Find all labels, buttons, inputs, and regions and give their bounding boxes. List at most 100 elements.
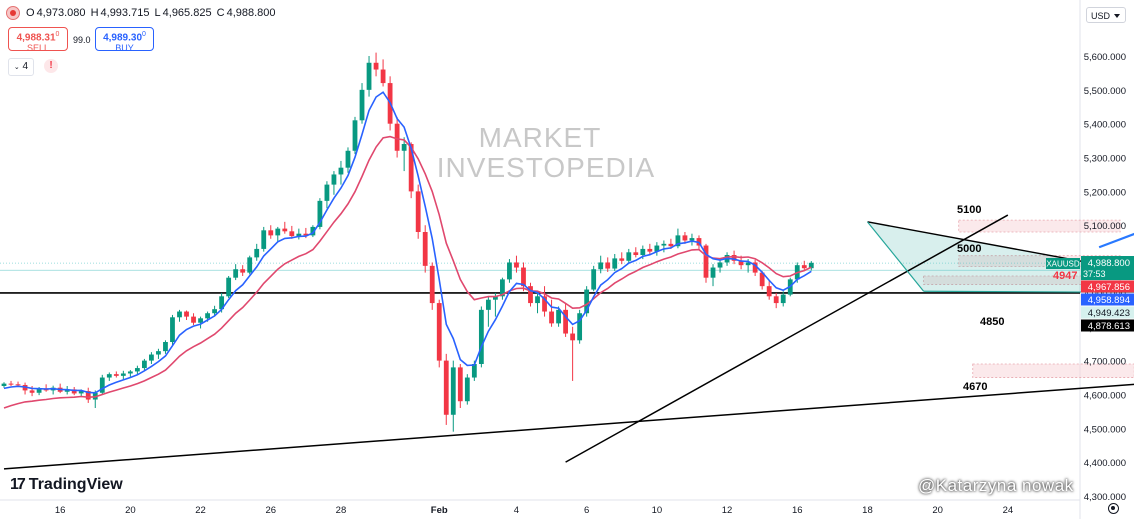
tradingview-brand: TradingView: [28, 476, 123, 493]
sell-button[interactable]: 4,988.310 SELL: [8, 27, 68, 54]
candle-body: [464, 377, 470, 402]
candle-body: [373, 62, 379, 70]
zone-price-label-bg: [1081, 306, 1134, 319]
candle-body: [752, 262, 758, 273]
candle-body: [710, 267, 716, 278]
indicators-toggle[interactable]: ⌄ 4: [8, 58, 34, 76]
candle-body: [563, 309, 568, 334]
projection-arrow: [1098, 232, 1134, 249]
candle-body: [542, 296, 547, 312]
candle-body: [654, 245, 660, 252]
currency-select[interactable]: USD: [1086, 7, 1126, 23]
candle-body: [324, 184, 330, 201]
candle-body: [142, 360, 147, 369]
candle-body: [689, 238, 695, 241]
x-tick-label: 16: [792, 505, 803, 516]
last-price-label: 4,988.800: [1088, 258, 1130, 269]
candle-body: [801, 265, 807, 269]
buy-button[interactable]: 4,989.300 BUY: [95, 27, 154, 54]
spread-value: 99.0: [73, 35, 91, 45]
warning-icon[interactable]: !: [44, 59, 58, 73]
candle-body: [549, 311, 554, 324]
candle-body: [443, 360, 449, 415]
candle-body: [345, 150, 351, 168]
candle-body: [766, 286, 772, 297]
zone-price-label: 4,949.423: [1088, 308, 1130, 319]
x-tick-label: 24: [1003, 505, 1014, 516]
candle-body: [1, 383, 7, 386]
support-price-label: 4,878.613: [1088, 321, 1130, 332]
candle-body: [514, 262, 519, 268]
buy-price-sup: 0: [142, 31, 146, 38]
candle-body: [261, 230, 267, 249]
y-tick-label: 5,500.000: [1084, 86, 1126, 97]
ema-fast-price-label: 4,958.894: [1088, 295, 1130, 306]
candle-body: [170, 317, 175, 342]
candle-body: [633, 252, 639, 256]
candle-body: [493, 296, 498, 300]
x-tick-label: 22: [195, 505, 206, 516]
currency-label: USD: [1091, 11, 1111, 21]
buy-price: 4,989.30: [103, 32, 143, 44]
candle-body: [450, 367, 456, 415]
ohlc-readout: O 4,973.080 H 4,993.715 L 4,965.825 C 4,988.…: [26, 7, 278, 19]
sell-label: SELL: [26, 43, 50, 54]
candle-body: [254, 248, 260, 258]
sell-price: 4,988.31: [16, 32, 56, 44]
candle-body: [703, 245, 709, 278]
candle-body: [275, 228, 281, 236]
candle-body: [240, 269, 246, 273]
candle-body: [436, 303, 442, 361]
candle-body: [233, 269, 239, 278]
candle-body: [331, 174, 337, 185]
candle-body: [675, 235, 681, 247]
y-tick-label: 4,400.000: [1084, 458, 1126, 469]
candle-body: [745, 262, 751, 266]
candle-body: [408, 144, 414, 192]
candle-body: [584, 289, 590, 314]
supply-demand-zone: [958, 255, 1121, 267]
candle-body: [521, 267, 526, 287]
ohlc-high-value: 4,993.715: [100, 7, 150, 19]
candle-body: [106, 374, 112, 378]
candle-body: [8, 383, 14, 385]
candle-body: [759, 272, 765, 287]
tradingview-mark-icon: 17: [10, 476, 26, 493]
ohlc-low-key: L: [154, 7, 161, 19]
candle-body: [359, 89, 365, 121]
y-tick-label: 4,700.000: [1084, 357, 1126, 368]
settings-icon[interactable]: [1108, 503, 1119, 514]
x-tick-label: 6: [584, 505, 589, 516]
ohlc-open-value: 4,973.080: [36, 7, 86, 19]
y-tick-label: 5,200.000: [1084, 187, 1126, 198]
x-tick-label: 16: [55, 505, 66, 516]
supply-demand-zone: [923, 275, 1121, 285]
candle-body: [296, 233, 302, 237]
sell-price-sup: 0: [55, 31, 60, 38]
countdown-label: 37:53: [1083, 269, 1106, 279]
candle-body: [247, 257, 253, 273]
candle-body: [29, 390, 35, 393]
candle-body: [163, 342, 168, 352]
candle-body: [731, 255, 737, 261]
candle-body: [219, 296, 225, 310]
candle-body: [191, 316, 196, 323]
candle-body: [415, 191, 421, 232]
candle-body: [394, 123, 400, 151]
x-tick-label: 18: [862, 505, 873, 516]
last-price-tag-bg: [1081, 256, 1134, 280]
level-label: 4850: [980, 316, 1004, 328]
candle-body: [149, 354, 154, 361]
candle-body: [808, 262, 814, 269]
candle-body: [15, 384, 21, 386]
candle-body: [591, 269, 597, 290]
buy-label: BUY: [115, 43, 134, 54]
ohlc-low-value: 4,965.825: [162, 7, 212, 19]
x-tick-label: 28: [336, 505, 347, 516]
candle-body: [303, 233, 309, 236]
candle-body: [78, 391, 84, 394]
symbol-icon[interactable]: [6, 6, 20, 20]
candle-body: [289, 231, 295, 237]
